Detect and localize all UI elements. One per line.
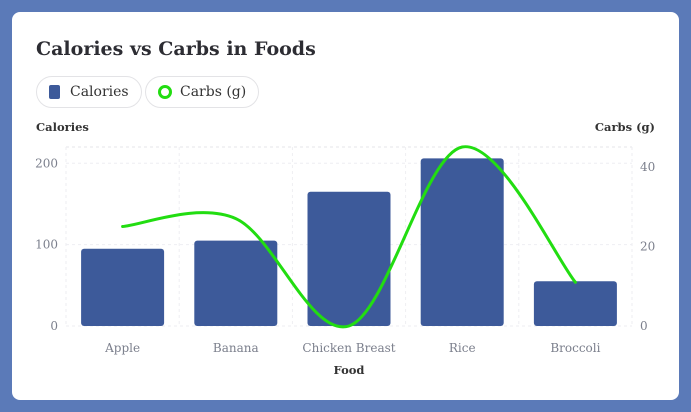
bar-swatch-icon xyxy=(49,85,60,99)
x-tick-label: Broccoli xyxy=(550,341,600,355)
bar-chicken-breast xyxy=(307,191,391,326)
y-axis-label: Calories xyxy=(36,120,89,134)
y-right-tick-label: 40 xyxy=(640,160,655,174)
x-tick-label: Banana xyxy=(213,341,259,355)
y-tick-label: 100 xyxy=(35,238,58,252)
carbs-line xyxy=(121,145,577,329)
y-tick-label: 0 xyxy=(50,319,58,333)
chart-title: Calories vs Carbs in Foods xyxy=(36,38,316,60)
bar-broccoli xyxy=(533,281,617,326)
bar-rice xyxy=(420,158,504,326)
y-axis-right-label: Carbs (g) xyxy=(595,120,655,134)
x-tick-label: Chicken Breast xyxy=(302,341,395,355)
legend-label: Carbs (g) xyxy=(180,84,247,100)
bar-apple xyxy=(81,248,165,326)
y-tick-label: 200 xyxy=(35,156,58,170)
bar-banana xyxy=(194,240,278,326)
line-swatch-icon xyxy=(158,85,172,99)
y-right-tick-label: 0 xyxy=(640,319,648,333)
legend-item-calories[interactable]: Calories xyxy=(36,76,142,108)
y-right-tick-label: 20 xyxy=(640,239,655,253)
legend-label: Calories xyxy=(70,84,129,100)
x-axis-label: Food xyxy=(334,363,365,377)
legend-item-carbs[interactable]: Carbs (g) xyxy=(145,76,260,108)
x-tick-label: Rice xyxy=(449,341,476,355)
x-tick-label: Apple xyxy=(104,341,140,355)
